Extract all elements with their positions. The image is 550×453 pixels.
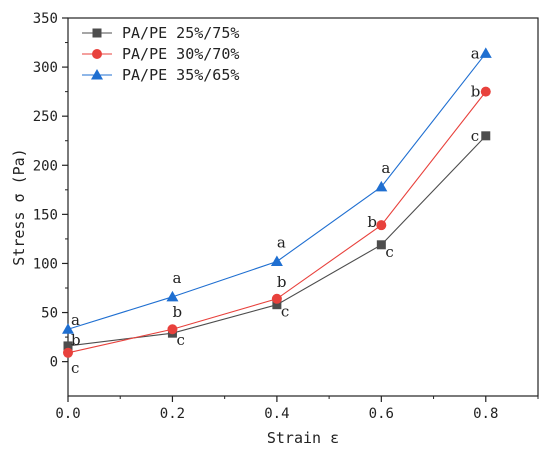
y-tick-label: 200: [33, 158, 58, 174]
significance-label: c: [281, 303, 289, 321]
series-2: [63, 86, 491, 358]
legend-item: PA/PE 25%/75%: [82, 24, 239, 42]
y-tick-label: 0: [50, 355, 58, 371]
significance-label: b: [71, 331, 81, 349]
significance-label: c: [71, 359, 79, 377]
legend-marker: [91, 69, 103, 80]
data-point: [481, 131, 491, 141]
y-tick-label: 150: [33, 207, 58, 223]
series-layer: [62, 47, 492, 358]
data-point: [375, 180, 388, 192]
significance-label: c: [176, 331, 184, 349]
plot-frame: [67, 17, 539, 397]
legend-marker: [92, 49, 102, 59]
data-point: [167, 324, 178, 335]
significance-label: b: [277, 273, 287, 291]
series-3: [62, 47, 492, 334]
significance-label: b: [471, 83, 481, 101]
data-point: [62, 323, 74, 334]
data-point: [480, 86, 491, 97]
data-point: [270, 255, 283, 266]
data-point: [63, 347, 73, 358]
legend: PA/PE 25%/75% PA/PE 30%/70% PA/PE 35%/65%: [82, 24, 239, 84]
data-point: [479, 47, 492, 58]
y-tick-label: 100: [33, 256, 58, 272]
data-point: [376, 220, 387, 231]
significance-label: c: [385, 243, 393, 261]
data-point: [63, 341, 73, 351]
legend-item: PA/PE 35%/65%: [82, 66, 239, 84]
data-point: [271, 293, 282, 304]
significance-label: a: [381, 159, 390, 177]
significance-label: b: [172, 303, 182, 321]
legend-marker: [92, 28, 102, 38]
data-point: [376, 240, 386, 250]
y-tick-label: 50: [41, 306, 58, 322]
x-axis-title: Strain ε: [267, 429, 339, 447]
legend-label: PA/PE 35%/65%: [122, 66, 239, 84]
y-tick-label: 300: [33, 60, 58, 76]
series-line: [67, 91, 487, 354]
x-tick-label: 0.8: [473, 406, 498, 422]
significance-label: a: [277, 233, 286, 251]
legend-label: PA/PE 25%/75%: [122, 24, 239, 42]
y-axis-title: Stress σ (Pa): [10, 148, 28, 265]
x-tick-label: 0.6: [369, 406, 394, 422]
x-tick-label: 0.0: [55, 406, 80, 422]
significance-label: a: [172, 269, 181, 287]
x-tick-label: 0.2: [160, 406, 185, 422]
x-tick-label: 0.4: [264, 406, 289, 422]
significance-label: c: [471, 127, 479, 145]
y-tick-label: 350: [33, 11, 58, 27]
legend-label: PA/PE 30%/70%: [122, 45, 239, 63]
y-tick-label: 250: [33, 109, 58, 125]
significance-label: b: [367, 213, 377, 231]
axes: 0.0 0.2 0.4 0.6 0.8 0 50 100 150 200 250 300 350: [33, 11, 539, 422]
significance-label: a: [471, 44, 480, 62]
data-point: [272, 300, 282, 310]
significance-label: a: [71, 311, 80, 329]
legend-item: PA/PE 30%/70%: [82, 45, 239, 63]
data-point: [166, 290, 179, 302]
